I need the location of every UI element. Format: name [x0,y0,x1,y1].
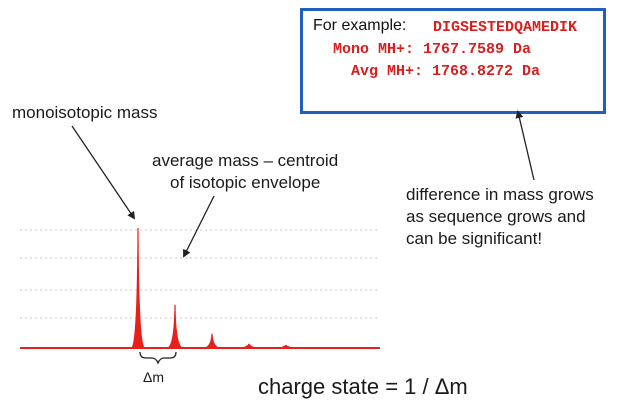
avg-arrow [183,195,215,258]
peak-isotope-1 [167,304,183,348]
example-prefix: For example: [313,17,407,34]
delta-m-label: Δm [143,369,165,385]
peak-isotope-3 [241,343,257,348]
spectrum-grid [20,229,380,319]
mono-arrow [71,125,136,220]
charge-state-formula: charge state = 1 / Δm [258,374,468,399]
peak-isotope-2 [204,333,220,348]
difference-line1: difference in mass grows [406,185,594,204]
difference-line2: as sequence grows and [406,207,586,226]
example-sequence: DIGSESTEDQAMEDIK [433,19,578,36]
average-mass-label: average mass – centroid of isotopic enve… [152,150,382,194]
spectrum-peaks [131,228,294,348]
mono-mass-line: Mono MH+: 1767.7589 Da [333,41,532,58]
example-box: For example: DIGSESTEDQAMEDIK Mono MH+: … [300,8,606,114]
monoisotopic-label: monoisotopic mass [12,103,158,122]
avg-mass-line: Avg MH+: 1768.8272 Da [342,63,541,80]
difference-label: difference in mass grows as sequence gro… [406,184,636,250]
peak-isotope-4 [278,345,294,348]
difference-line3: can be significant! [406,229,543,248]
average-label-line2: of isotopic envelope [170,173,321,192]
delta-m-brace [139,351,177,365]
difference-arrow [515,110,535,181]
peak-monoisotopic [131,228,145,348]
average-label-line1: average mass – centroid [152,151,339,170]
